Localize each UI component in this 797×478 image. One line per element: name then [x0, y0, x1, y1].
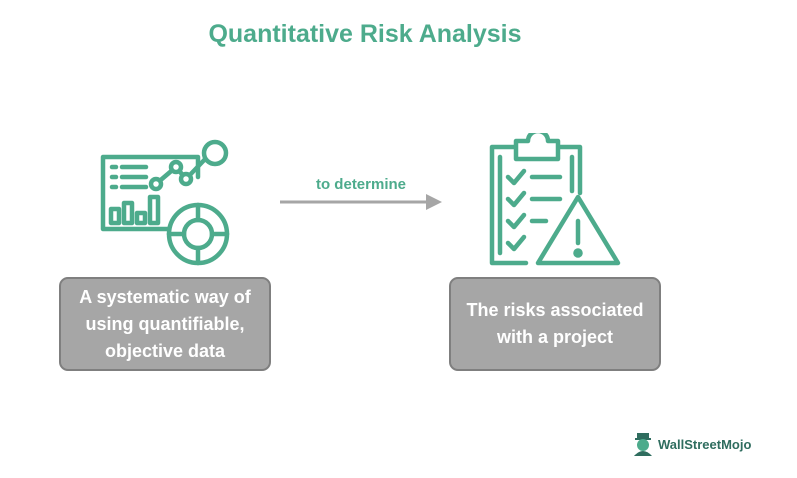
logo-text: WallStreetMojo — [658, 436, 752, 452]
clipboard-warning-icon — [486, 128, 626, 276]
description-box-left: A systematic way of using quantifiable, … — [59, 277, 271, 371]
diagram-title: Quantitative Risk Analysis — [208, 20, 522, 48]
box-right-line2: with a project — [496, 327, 613, 347]
box-left-line2: using quantifiable, — [85, 313, 245, 334]
wallstreetmojo-logo: WallStreetMojo — [632, 432, 751, 456]
logo-mascot-icon — [634, 433, 652, 456]
box-right-line1: The risks associated — [466, 300, 644, 320]
right-arrow-icon — [278, 190, 444, 219]
arrow-label: to determine — [315, 176, 406, 193]
box-left-line1: A systematic way of — [79, 286, 251, 307]
description-box-right: The risks associated with a project — [449, 277, 661, 371]
analytics-dashboard-icon — [98, 137, 230, 274]
box-left-line3: objective data — [104, 340, 226, 361]
